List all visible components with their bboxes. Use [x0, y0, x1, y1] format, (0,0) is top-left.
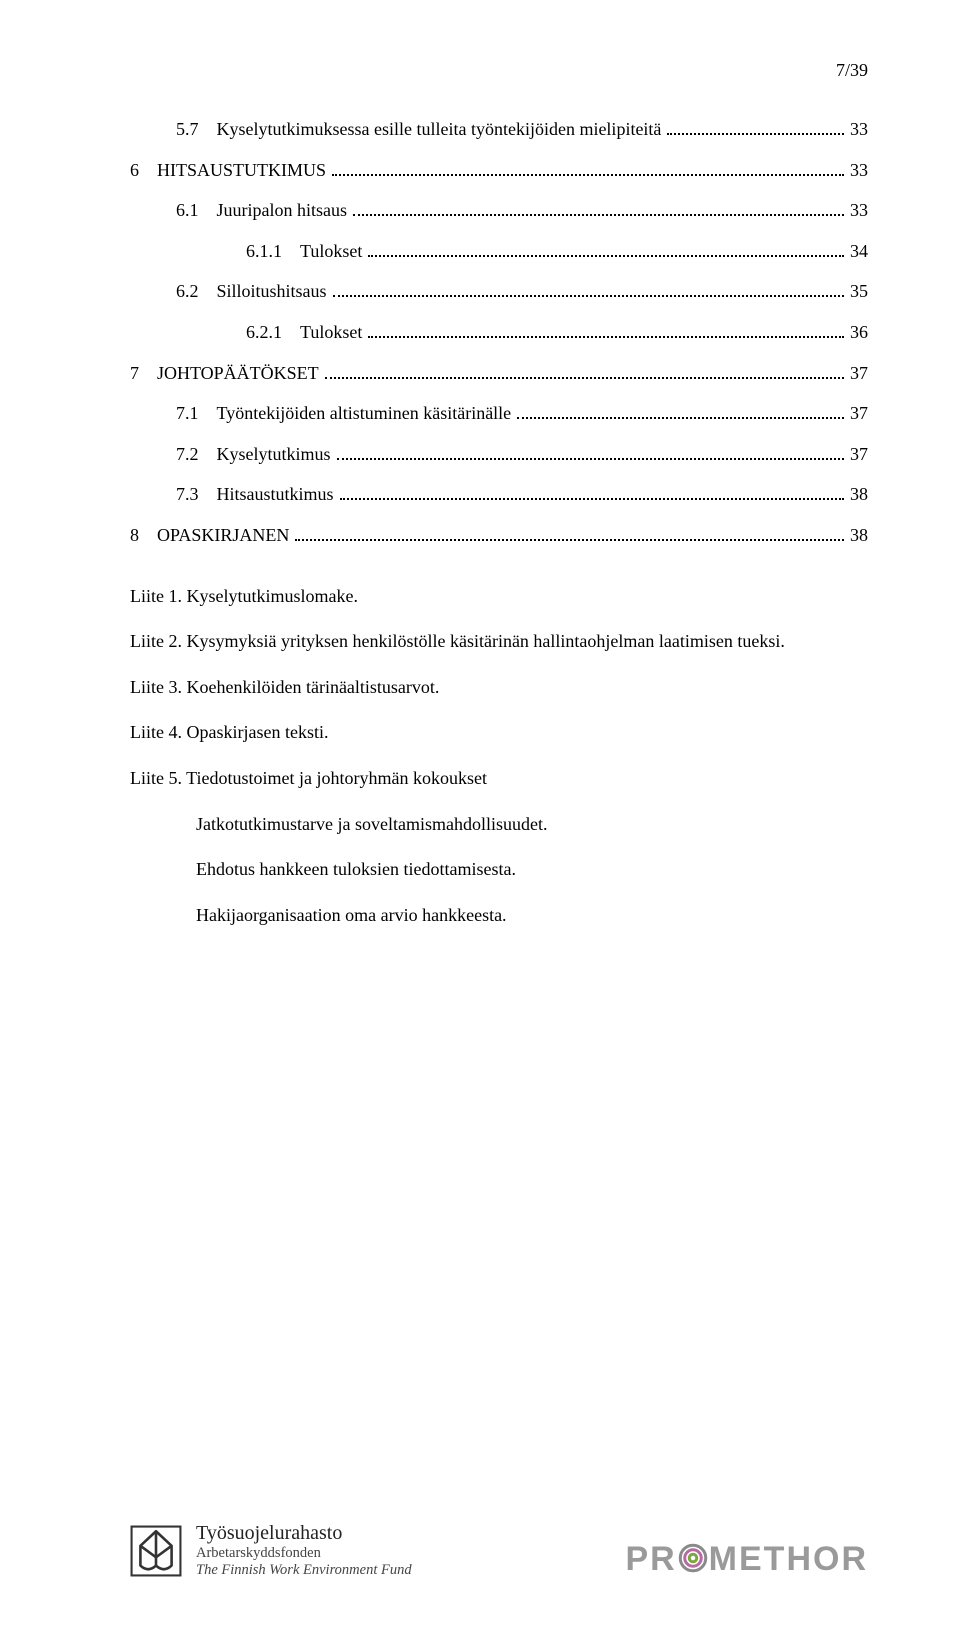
appendix-subitem: Ehdotus hankkeen tuloksien tiedottamises… [130, 850, 868, 890]
toc-page: 33 [850, 155, 868, 186]
toc-label: 6 HITSAUSTUTKIMUS [130, 155, 326, 186]
tsr-logo-icon [130, 1525, 182, 1577]
toc-label: 7 JOHTOPÄÄTÖKSET [130, 358, 319, 389]
appendix-item: Liite 2. Kysymyksiä yrityksen henkilöstö… [130, 622, 868, 662]
toc-row: 6.1.1 Tulokset 34 [130, 236, 868, 267]
toc-page: 33 [850, 114, 868, 145]
toc-row: 6.1 Juuripalon hitsaus 33 [130, 195, 868, 226]
toc-page: 36 [850, 317, 868, 348]
toc-row: 7.2 Kyselytutkimus 37 [130, 439, 868, 470]
toc-page: 37 [850, 398, 868, 429]
tsr-logo-block: Työsuojelurahasto Arbetarskyddsfonden Th… [130, 1522, 412, 1579]
toc-page: 33 [850, 195, 868, 226]
toc-label: 7.2 Kyselytutkimus [176, 439, 331, 470]
tsr-text: Työsuojelurahasto Arbetarskyddsfonden Th… [196, 1522, 412, 1579]
toc-row: 6.2 Silloitushitsaus 35 [130, 276, 868, 307]
toc-leader-dots [353, 202, 844, 216]
table-of-contents: 5.7 Kyselytutkimuksessa esille tulleita … [130, 114, 868, 551]
toc-leader-dots [517, 405, 844, 419]
toc-label: 6.1 Juuripalon hitsaus [176, 195, 347, 226]
appendix-item: Liite 4. Opaskirjasen teksti. [130, 713, 868, 753]
appendix-subitem: Hakijaorganisaation oma arvio hankkeesta… [130, 896, 868, 936]
toc-label: 6.1.1 Tulokset [246, 236, 362, 267]
toc-leader-dots [333, 283, 844, 297]
tsr-line3: The Finnish Work Environment Fund [196, 1562, 412, 1579]
toc-label: 6.2 Silloitushitsaus [176, 276, 327, 307]
page-footer: Työsuojelurahasto Arbetarskyddsfonden Th… [0, 1522, 960, 1579]
toc-leader-dots [368, 242, 844, 256]
promethor-logo: PR METHOR [625, 1540, 868, 1579]
toc-page: 37 [850, 358, 868, 389]
toc-page: 37 [850, 439, 868, 470]
toc-row: 5.7 Kyselytutkimuksessa esille tulleita … [130, 114, 868, 145]
toc-row: 7.1 Työntekijöiden altistuminen käsitäri… [130, 398, 868, 429]
appendix-item: Liite 1. Kyselytutkimuslomake. [130, 577, 868, 617]
page-number: 7/39 [836, 60, 868, 81]
toc-row: 6.2.1 Tulokset 36 [130, 317, 868, 348]
toc-label: 7.1 Työntekijöiden altistuminen käsitäri… [176, 398, 511, 429]
appendix-subitem: Jatkotutkimustarve ja soveltamismahdolli… [130, 805, 868, 845]
toc-row: 7.3 Hitsaustutkimus 38 [130, 479, 868, 510]
toc-leader-dots [332, 161, 844, 175]
toc-row: 6 HITSAUSTUTKIMUS 33 [130, 155, 868, 186]
toc-page: 34 [850, 236, 868, 267]
toc-leader-dots [295, 527, 844, 541]
toc-page: 38 [850, 520, 868, 551]
appendix-item: Liite 5. Tiedotustoimet ja johtoryhmän k… [130, 759, 868, 799]
target-icon [678, 1545, 708, 1575]
toc-label: 5.7 Kyselytutkimuksessa esille tulleita … [176, 114, 661, 145]
page: 7/39 5.7 Kyselytutkimuksessa esille tull… [0, 0, 960, 1635]
toc-page: 35 [850, 276, 868, 307]
toc-row: 8 OPASKIRJANEN 38 [130, 520, 868, 551]
toc-row: 7 JOHTOPÄÄTÖKSET 37 [130, 358, 868, 389]
toc-leader-dots [325, 364, 844, 378]
toc-leader-dots [340, 486, 844, 500]
toc-leader-dots [368, 324, 844, 338]
promethor-post: METHOR [709, 1540, 868, 1579]
toc-leader-dots [667, 121, 844, 135]
appendix-item: Liite 3. Koehenkilöiden tärinäaltistusar… [130, 668, 868, 708]
toc-label: 6.2.1 Tulokset [246, 317, 362, 348]
toc-label: 8 OPASKIRJANEN [130, 520, 289, 551]
tsr-line2: Arbetarskyddsfonden [196, 1545, 412, 1562]
tsr-line1: Työsuojelurahasto [196, 1522, 412, 1545]
toc-label: 7.3 Hitsaustutkimus [176, 479, 334, 510]
promethor-pre: PR [625, 1540, 676, 1579]
toc-page: 38 [850, 479, 868, 510]
appendix-list: Liite 1. Kyselytutkimuslomake. Liite 2. … [130, 577, 868, 936]
toc-leader-dots [337, 445, 844, 459]
